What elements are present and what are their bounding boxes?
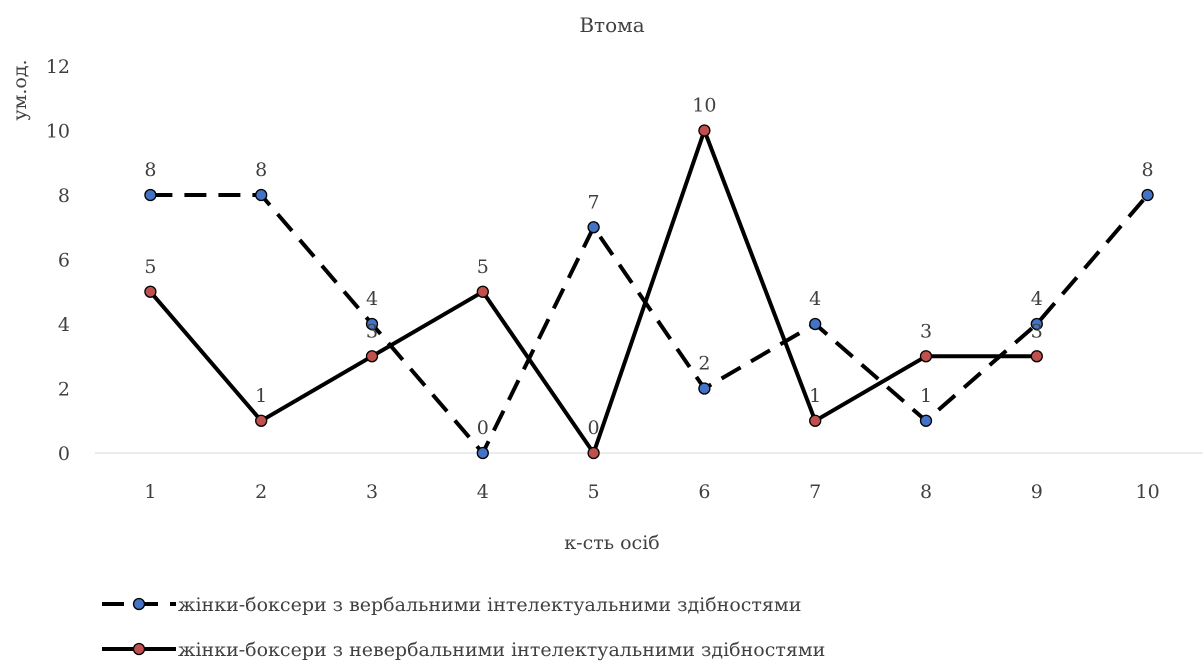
series-1-point [1030,317,1043,331]
x-axis-ticks: 1 2 3 4 5 6 7 8 9 10 [144,481,1159,503]
x-tick-label: 5 [588,481,600,503]
series-2-data-label: 3 [1031,320,1043,342]
series-2-point [144,285,157,298]
series-2-data-label: 1 [809,385,821,407]
y-tick-label: 0 [58,443,70,465]
x-tick-label: 2 [255,481,267,503]
y-tick-label: 2 [58,379,70,401]
series-1-point [1141,188,1154,202]
y-tick-label: 4 [58,314,70,336]
series-1-point [476,446,489,460]
series-2-data-label: 5 [144,256,156,278]
series-1-data-label: 1 [920,385,932,407]
series-1-data-label: 7 [588,191,600,213]
x-tick-label: 1 [144,481,156,503]
legend-label-1: жінки-боксери з вербальними інтелектуаль… [178,594,801,616]
series-1-point [365,317,379,331]
data-labels: 8 8 4 0 7 2 4 1 4 8 5 1 3 5 0 10 1 3 3 [144,95,1153,440]
y-tick-label: 8 [58,185,70,207]
series-2-data-label: 10 [692,95,716,117]
x-tick-label: 6 [698,481,710,503]
series-2-point [919,350,933,363]
series-1-point [919,414,933,427]
y-tick-label: 6 [58,250,70,272]
x-tick-label: 9 [1031,481,1043,503]
y-axis-title: ум.од. [9,59,31,120]
y-tick-label: 10 [46,121,70,143]
series-lines [148,128,1150,455]
legend: жінки-боксери з вербальними інтелектуаль… [102,594,825,661]
series-2-data-label: 0 [588,417,600,439]
series-1-data-label: 4 [809,288,821,310]
series-1-data-label: 8 [255,159,267,181]
series-1-data-label: 4 [366,288,378,310]
x-tick-label: 7 [809,481,821,503]
series-2-data-label: 3 [366,320,378,342]
series-line-1 [150,193,1150,455]
series-2-point [476,285,489,298]
series-1-data-label: 8 [1142,159,1154,181]
series-1-data-label: 8 [144,159,156,181]
series-2-data-label: 3 [920,320,932,342]
series-1-point [255,188,268,202]
y-axis-ticks: 0 2 4 6 8 10 12 [46,56,70,465]
series-1-data-label: 4 [1031,288,1043,310]
series-1-point [587,221,600,234]
series-1-point [144,188,157,202]
series-2-data-label: 1 [255,385,267,407]
series-2-data-label: 5 [477,256,489,278]
legend-label-2: жінки-боксери з невербальними інтелектуа… [178,639,825,661]
legend-marker-1 [132,597,146,611]
x-tick-label: 3 [366,481,378,503]
series-2-point [587,446,600,460]
x-tick-label: 4 [477,481,489,503]
series-2-point [255,414,268,427]
series-1-point [698,382,711,395]
chart-title: Втома [579,13,644,37]
series-1-point [809,317,822,331]
series-1-data-label: 0 [477,417,489,439]
series-2-point [698,124,711,137]
series-1-data-label: 2 [698,353,710,375]
x-tick-label: 10 [1136,481,1160,503]
series-line-2 [148,128,1037,455]
series-2-point [809,414,822,427]
x-axis-title: к-сть осіб [564,532,659,554]
series-2-point [1030,350,1043,363]
y-tick-label: 12 [46,56,70,78]
series-2-point [365,350,379,363]
series-markers [144,124,1154,460]
legend-marker-2 [132,642,146,656]
x-tick-label: 8 [920,481,932,503]
